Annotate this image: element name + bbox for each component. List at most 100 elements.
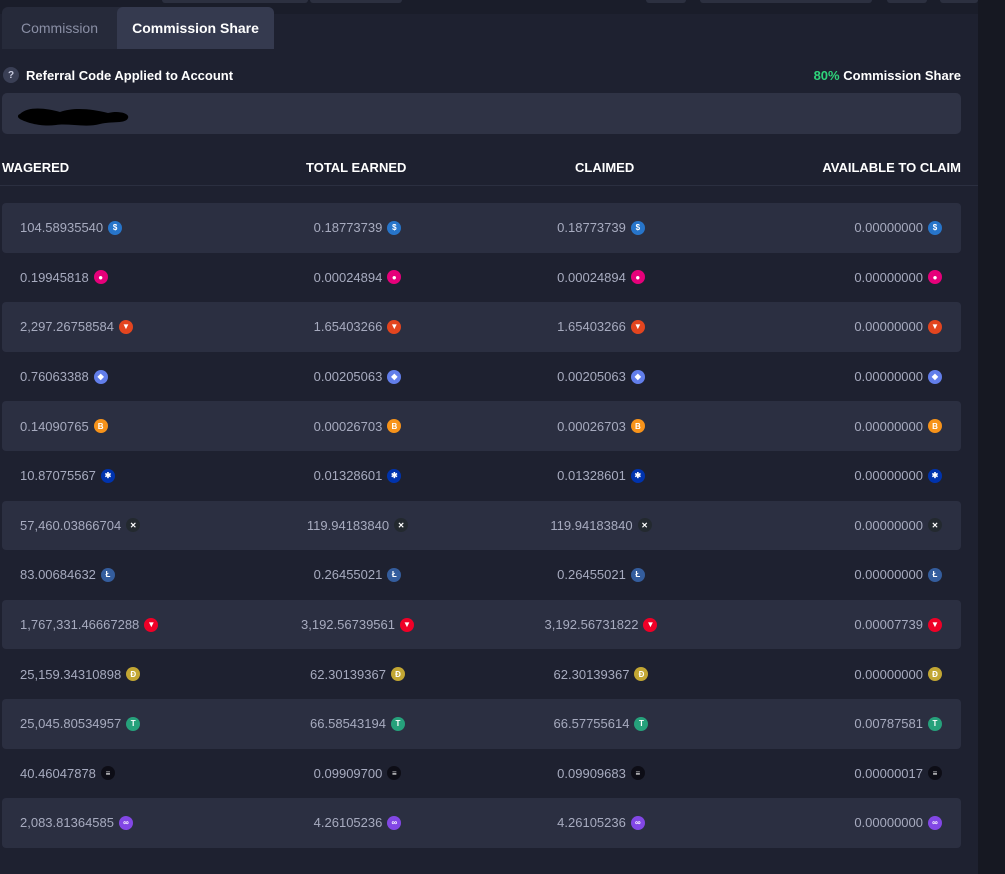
table-row: 10.87075567 ✱ 0.01328601 ✱ 0.01328601 ✱ 0.0000… [2,451,961,501]
doge-icon: Ð [928,667,942,682]
dot-icon: ● [928,270,942,285]
earned-cell: 4.26105236 ∞ [300,798,415,848]
tab-commission-share[interactable]: Commission Share [117,7,274,49]
eth-icon: ◆ [387,369,402,384]
earned-cell: 0.18773739 $ [300,203,415,253]
available-value: 0.00000000 [854,517,923,533]
usdt-icon: T [390,716,405,731]
ltc-icon: Ł [100,567,115,582]
claimed-cell: 4.26105236 ∞ [539,798,663,848]
top-bar-fragment [310,0,402,3]
tab-bar: Commission Commission Share [2,7,274,49]
usdc-icon: $ [630,220,645,235]
usdt-icon: T [634,716,649,731]
claimed-cell: 0.18773739 $ [539,203,663,253]
xrp-icon: ✕ [928,518,942,533]
sol-icon: ≡ [630,766,645,781]
referral-row: ? Referral Code Applied to Account 80% C… [2,64,961,86]
claimed-cell: 0.00026703 B [539,401,663,451]
earned-value: 0.00024894 [313,269,383,285]
table-row: 2,297.26758584 ▼ 1.65403266 ▼ 1.65403266 ▼ 0.0… [2,302,961,352]
xrp-icon: ✕ [126,518,141,533]
doge-icon: Ð [634,667,649,682]
available-value: 0.00000000 [854,418,923,434]
dot-icon: ● [387,270,402,285]
earned-cell: 3,192.56739561 ▼ [300,600,415,650]
wagered-value: 1,767,331.46667288 [20,617,140,633]
earned-cell: 0.01328601 ✱ [300,451,415,501]
claimed-value: 0.00026703 [557,418,626,434]
btc-icon: B [93,419,108,434]
eth-icon: ◆ [93,369,108,384]
shib-icon: ▼ [928,319,942,334]
top-bar-fragment [162,0,308,3]
scrollbar-track[interactable] [978,0,1005,874]
referral-label: Referral Code Applied to Account [26,67,234,83]
earned-value: 119.94183840 [306,517,390,533]
table-row: 83.00684632 Ł 0.26455021 Ł 0.26455021 Ł 0.0000… [2,550,961,600]
btc-icon: B [387,419,402,434]
claimed-value: 4.26105236 [557,815,626,831]
claimed-value: 0.00024894 [557,269,626,285]
available-value: 0.00000000 [854,666,923,682]
top-bar-fragment [940,0,978,3]
tab-commission[interactable]: Commission [20,20,98,36]
help-icon[interactable]: ? [3,67,19,83]
wagered-value: 0.14090765 [20,418,89,434]
wagered-value: 10.87075567 [20,468,96,484]
table-row: 0.14090765 B 0.00026703 B 0.00026703 B 0.00000… [2,401,961,451]
claimed-value: 0.09909683 [557,765,626,781]
ltc-icon: Ł [630,567,645,582]
trx-icon: ▼ [144,617,159,632]
column-header-wagered: WAGERED [2,160,70,175]
redaction-mark [17,108,129,126]
available-cell: 0.00000000 ✕ [854,501,942,551]
earned-value: 0.00026703 [313,418,383,434]
column-header-available-to-claim: AVAILABLE TO CLAIM [822,160,961,175]
column-header-claimed: CLAIMED [575,160,635,175]
claimed-cell: 0.09909683 ≡ [539,749,663,799]
wagered-cell: 83.00684632 Ł [20,550,115,600]
top-bar-fragment [700,0,872,3]
wagered-cell: 25,159.34310898 Ð [20,649,141,699]
dot-icon: ● [630,270,645,285]
usdc-icon: $ [108,220,123,235]
trx-icon: ▼ [643,617,658,632]
wagered-cell: 1,767,331.46667288 ▼ [20,600,159,650]
available-cell: 0.00000000 B [854,401,942,451]
claimed-cell: 3,192.56731822 ▼ [539,600,663,650]
available-cell: 0.00000000 ● [854,253,942,303]
usdc-icon: $ [387,220,402,235]
commission-share: 80% Commission Share [814,68,961,83]
matic-icon: ∞ [928,815,942,830]
usdc-icon: $ [928,220,942,235]
ada-icon: ✱ [630,468,645,483]
commission-table: 104.58935540 $0.18773739 $0.18773739 $0.000… [2,203,961,848]
xrp-icon: ✕ [637,518,652,533]
ada-icon: ✱ [387,468,402,483]
trx-icon: ▼ [928,617,942,632]
wagered-value: 104.58935540 [20,220,104,236]
claimed-cell: 0.00024894 ● [539,253,663,303]
wagered-cell: 0.19945818 ● [20,253,108,303]
claimed-value: 66.57755614 [553,716,630,732]
available-cell: 0.00000000 $ [854,203,942,253]
matic-icon: ∞ [630,815,645,830]
available-cell: 0.00000000 ◆ [854,352,942,402]
earned-cell: 119.94183840 ✕ [300,501,415,551]
available-cell: 0.00007739 ▼ [854,600,942,650]
wagered-cell: 2,083.81364585 ∞ [20,798,133,848]
table-row: 1,767,331.46667288 ▼ 3,192.56739561 ▼ 3,192.… [2,599,961,650]
claimed-value: 119.94183840 [550,517,633,533]
table-row: 104.58935540 $0.18773739 $ 0.18773739 $ 0.000… [2,203,961,253]
table-row: 2,083.81364585 ∞ 4.26105236 ∞ 4.26105236 ∞ 0.0… [2,798,961,848]
earned-value: 66.58543194 [310,716,386,732]
wagered-value: 2,083.81364585 [20,815,114,831]
matic-icon: ∞ [387,815,402,830]
wagered-value: 25,045.80534957 [20,716,122,732]
claimed-value: 1.65403266 [557,319,626,335]
available-value: 0.00000000 [854,369,923,385]
wagered-cell: 57,460.03866704 ✕ [20,501,141,551]
wagered-cell: 104.58935540 $ [20,203,123,253]
available-cell: 0.00000017 ≡ [854,749,942,799]
